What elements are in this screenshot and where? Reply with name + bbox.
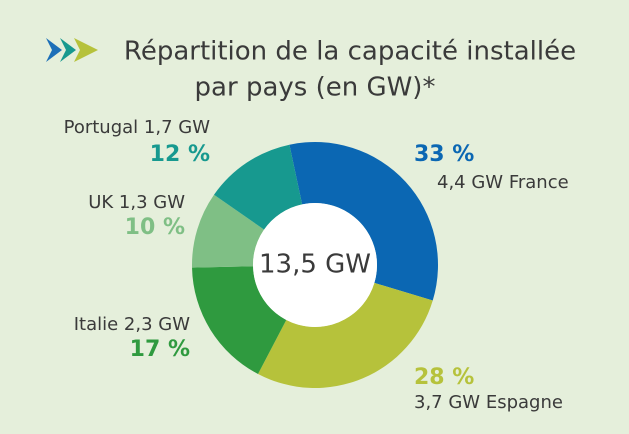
value-label: 33 %: [414, 142, 474, 167]
chart-title: Répartition de la capacité installée: [124, 37, 576, 67]
donut-segment: [192, 266, 287, 375]
category-label: 4,4 GW France: [437, 172, 569, 193]
value-label: 17 %: [130, 337, 190, 362]
category-label: 3,7 GW Espagne: [414, 392, 563, 413]
donut-segment: [258, 282, 433, 389]
value-label: 10 %: [125, 215, 185, 240]
donut-hole: [253, 203, 377, 327]
chart-title: par pays (en GW)*: [195, 73, 436, 103]
donut-segment: [192, 194, 265, 268]
donut-segment: [213, 144, 303, 230]
category-label: UK 1,3 GW: [88, 192, 185, 213]
value-label: 12 %: [150, 142, 210, 167]
center-label: 13,5 GW: [259, 250, 371, 280]
category-label: Italie 2,3 GW: [74, 314, 190, 335]
category-label: Portugal 1,7 GW: [64, 117, 211, 138]
value-label: 28 %: [414, 365, 474, 390]
donut-segment: [289, 142, 438, 301]
title-icon: [46, 38, 98, 62]
